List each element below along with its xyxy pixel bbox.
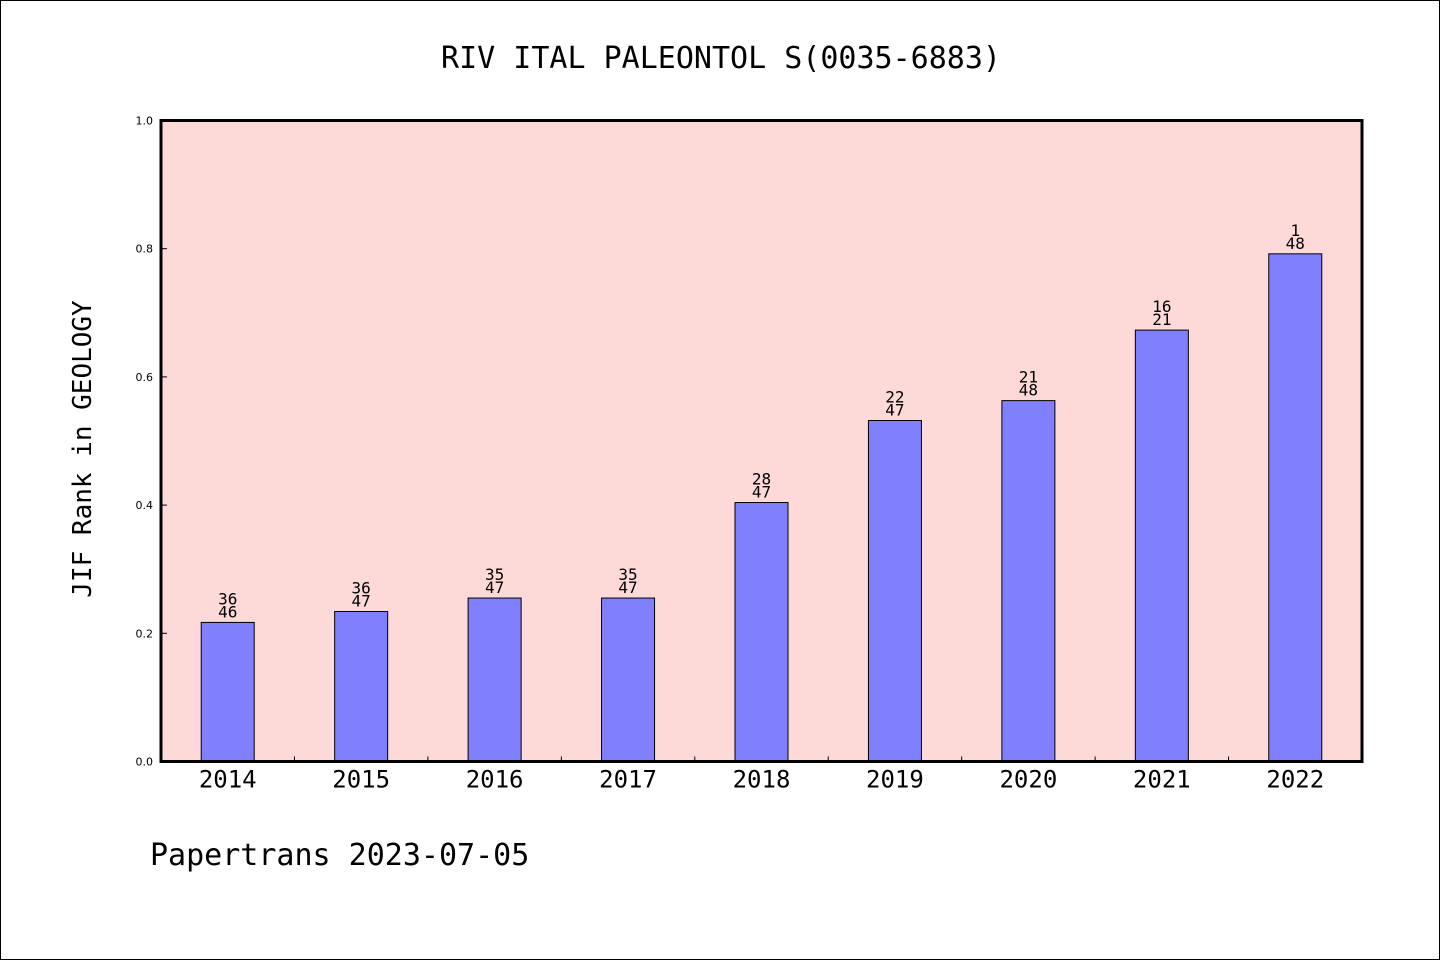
footer-credit: Papertrans 2023-07-05	[150, 838, 529, 873]
x-tick-label: 2018	[733, 766, 791, 794]
x-tick-label: 2017	[599, 766, 657, 794]
bar-total-label: 48	[1286, 234, 1305, 253]
bar	[1268, 253, 1323, 762]
x-tick-label: 2022	[1266, 766, 1324, 794]
bar-total-label: 47	[352, 592, 371, 611]
bar	[1001, 400, 1056, 762]
chart-title: RIV ITAL PALEONTOL S(0035-6883)	[441, 41, 1001, 76]
y-tick-label: 1.0	[136, 115, 154, 128]
x-axis-ticks: 2014 2015 2016 2017 2018 2019 2020 2021 2022	[199, 756, 1324, 794]
bar-rank-label: 22	[885, 387, 904, 406]
x-tick-label: 2015	[332, 766, 390, 794]
bar-rank-label: 35	[485, 565, 504, 584]
bar-total-label: 47	[485, 578, 504, 597]
bar-rank-label: 21	[1019, 368, 1038, 387]
y-tick-label: 0.0	[136, 756, 154, 769]
bar	[734, 502, 789, 762]
plot-border	[159, 119, 1364, 763]
x-tick-label: 2014	[199, 766, 257, 794]
bar-total-label: 47	[752, 483, 771, 502]
bar	[334, 611, 389, 762]
x-tick-label: 2021	[1133, 766, 1191, 794]
y-tick-label: 0.6	[136, 371, 154, 384]
bar-rank-label: 36	[352, 579, 371, 598]
y-tick-label: 0.4	[136, 499, 154, 512]
bar-total-label: 46	[218, 602, 237, 621]
bar-rank-label: 1	[1290, 221, 1300, 240]
y-axis-label: JIF Rank in GEOLOGY	[68, 300, 98, 598]
x-tick-label: 2020	[999, 766, 1057, 794]
bar	[601, 597, 656, 762]
x-tick-label: 2019	[866, 766, 924, 794]
bar-rank-label: 16	[1152, 297, 1171, 316]
bar	[200, 621, 255, 763]
bar-total-label: 47	[618, 578, 637, 597]
bar	[1134, 329, 1189, 762]
bar-rank-label: 35	[618, 565, 637, 584]
bar-total-label: 48	[1019, 381, 1038, 400]
y-tick-label: 0.2	[136, 627, 154, 640]
y-tick-label: 0.8	[136, 243, 154, 256]
bar-total-label: 21	[1152, 310, 1171, 329]
y-axis-ticks: 0.0 0.2 0.4 0.6 0.8 1.0	[136, 115, 167, 769]
x-tick-label: 2016	[466, 766, 524, 794]
bar-rank-label: 36	[218, 589, 237, 608]
bar-total-label: 47	[885, 400, 904, 419]
bar	[467, 597, 522, 762]
bar	[867, 419, 922, 762]
bar-rank-label: 28	[752, 470, 771, 489]
